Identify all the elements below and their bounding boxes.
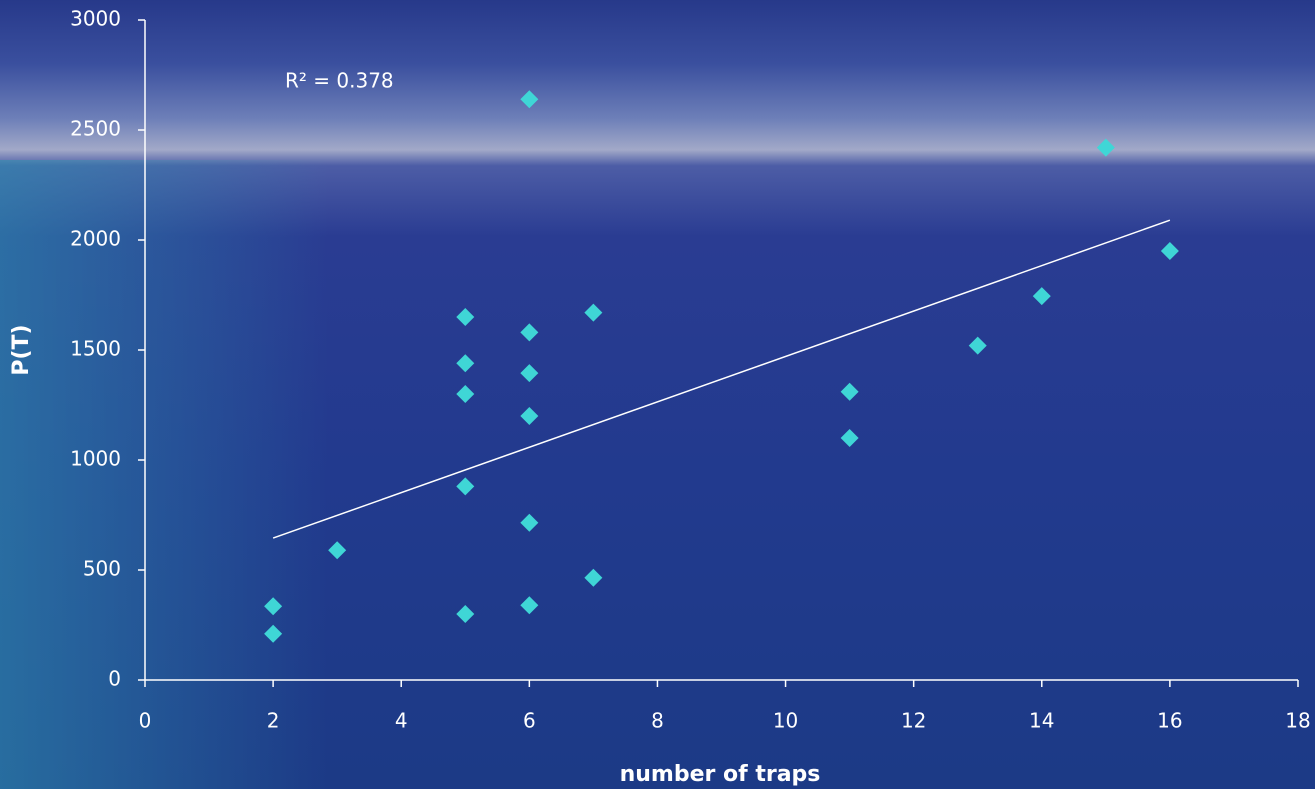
point bbox=[1032, 287, 1051, 306]
point bbox=[456, 477, 475, 496]
y-tick-label: 1500 bbox=[70, 337, 121, 361]
point bbox=[456, 354, 475, 373]
y-tick-label: 2500 bbox=[70, 117, 121, 141]
point bbox=[1096, 138, 1115, 157]
point bbox=[520, 513, 539, 532]
x-tick-label: 2 bbox=[267, 709, 280, 733]
y-tick-label: 500 bbox=[83, 557, 121, 581]
x-tick-label: 8 bbox=[651, 709, 664, 733]
point bbox=[456, 385, 475, 403]
y-tick-label: 2000 bbox=[70, 227, 121, 251]
point bbox=[520, 364, 539, 383]
point bbox=[456, 605, 475, 623]
x-tick-label: 14 bbox=[1029, 709, 1054, 733]
point bbox=[584, 303, 603, 322]
trendline bbox=[272, 219, 1171, 539]
point bbox=[968, 336, 987, 355]
x-tick-label: 4 bbox=[395, 709, 408, 733]
point bbox=[456, 308, 475, 326]
point bbox=[840, 382, 859, 401]
point bbox=[584, 568, 603, 587]
x-tick-label: 12 bbox=[901, 709, 926, 733]
point bbox=[328, 541, 347, 560]
y-tick-label: 1000 bbox=[70, 447, 121, 471]
point bbox=[520, 407, 539, 425]
x-tick-label: 16 bbox=[1157, 709, 1182, 733]
point bbox=[520, 596, 539, 615]
point bbox=[520, 90, 539, 109]
point bbox=[264, 624, 283, 643]
y-tick-label: 0 bbox=[108, 667, 121, 691]
x-tick-label: 6 bbox=[523, 709, 536, 733]
x-tick-label: 0 bbox=[139, 709, 152, 733]
x-axis-label: number of traps bbox=[620, 762, 821, 787]
point bbox=[264, 597, 283, 616]
annotation: R² = 0.378 bbox=[285, 69, 394, 93]
background-glow bbox=[0, 160, 1315, 789]
point bbox=[1160, 242, 1179, 260]
y-tick-label: 3000 bbox=[70, 7, 121, 31]
point bbox=[840, 429, 859, 447]
x-tick-label: 10 bbox=[773, 709, 798, 733]
x-tick-label: 18 bbox=[1285, 709, 1310, 733]
point bbox=[520, 323, 539, 342]
y-axis-label: P(T) bbox=[9, 324, 34, 375]
